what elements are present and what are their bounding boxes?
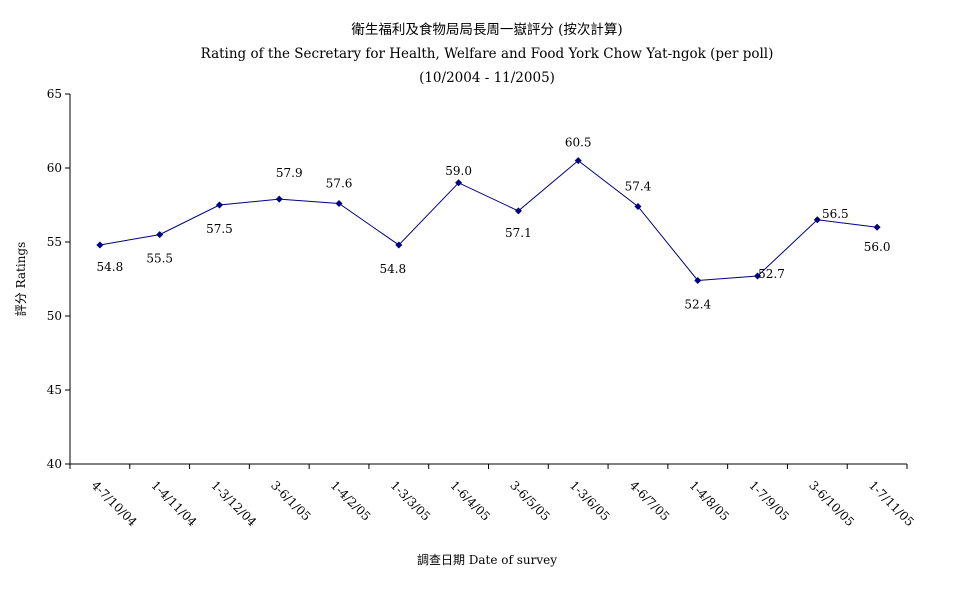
data-point	[514, 207, 522, 215]
x-tick-label: 1-7/9/05	[746, 478, 791, 523]
data-label: 57.6	[326, 177, 353, 191]
data-label: 55.5	[146, 252, 173, 266]
data-point	[873, 223, 881, 231]
x-tick-label: 1-4/8/05	[687, 478, 732, 523]
y-tick-label: 65	[47, 87, 62, 101]
x-tick-label: 1-3/6/05	[567, 478, 612, 523]
data-label: 52.4	[684, 297, 711, 311]
y-tick-label: 55	[47, 235, 62, 249]
data-point	[455, 179, 463, 187]
y-tick-label: 40	[47, 457, 62, 471]
x-tick-label: 3-6/1/05	[268, 478, 313, 523]
data-point	[335, 200, 343, 208]
x-tick-label: 4-6/7/05	[627, 478, 672, 523]
series-line	[99, 159, 878, 281]
data-point	[634, 202, 642, 210]
y-tick-label: 60	[47, 161, 62, 175]
data-point	[275, 195, 283, 203]
data-label: 57.5	[206, 222, 233, 236]
data-point	[754, 272, 762, 280]
data-label: 56.0	[864, 240, 891, 254]
y-tick-label: 50	[47, 309, 62, 323]
x-axis-label: 調查日期 Date of survey	[417, 553, 557, 567]
data-label: 56.5	[822, 207, 849, 221]
data-point	[574, 157, 582, 165]
data-point	[96, 241, 104, 249]
data-point	[156, 231, 164, 239]
x-tick-label: 3-6/10/05	[806, 478, 857, 529]
data-label: 57.1	[505, 226, 532, 240]
x-tick-label: 1-4/2/05	[328, 478, 373, 523]
data-point	[694, 276, 702, 284]
x-tick-label: 1-4/11/04	[149, 478, 200, 529]
data-label: 52.7	[758, 267, 785, 281]
chart-period: (10/2004 - 11/2005)	[419, 70, 555, 86]
data-label: 57.4	[625, 179, 652, 193]
data-point	[395, 241, 403, 249]
chart-title: 衛生福利及食物局局長周一嶽評分 (按次計算)	[351, 22, 623, 38]
data-label: 54.8	[97, 260, 124, 274]
x-tick-label: 1-3/3/05	[388, 478, 433, 523]
x-tick-label: 1-6/4/05	[447, 478, 492, 523]
data-point	[813, 216, 821, 224]
x-tick-label: 4-7/10/04	[89, 478, 140, 529]
x-tick-label: 3-6/5/05	[507, 478, 552, 523]
x-tick-label: 1-3/12/04	[208, 478, 259, 529]
chart-subtitle: Rating of the Secretary for Health, Welf…	[200, 46, 774, 62]
data-label: 54.8	[379, 262, 406, 276]
data-label: 57.9	[276, 166, 303, 180]
data-point	[215, 201, 223, 209]
data-label: 60.5	[565, 136, 592, 150]
y-axis-label: 評分 Ratings	[13, 242, 28, 317]
data-label: 59.0	[445, 164, 472, 178]
x-tick-label: 1-7/11/05	[866, 478, 917, 529]
y-tick-label: 45	[47, 383, 62, 397]
